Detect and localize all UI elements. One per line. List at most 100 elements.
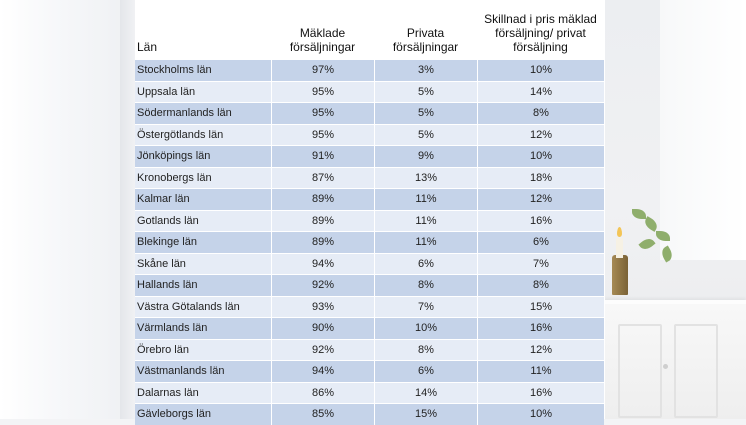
header-skillnad: Skillnad i pris mäklad försäljning/ priv… xyxy=(477,0,604,59)
cell-maklade: 86% xyxy=(271,381,374,403)
cabinet-knob xyxy=(663,364,668,369)
cell-maklade: 89% xyxy=(271,188,374,210)
cell-maklade: 95% xyxy=(271,102,374,124)
cell-lan: Stockholms län xyxy=(135,59,271,81)
cell-privata: 13% xyxy=(374,166,477,188)
background-window xyxy=(660,0,746,260)
header-lan: Län xyxy=(135,0,271,59)
cell-skillnad: 12% xyxy=(477,338,604,360)
cell-maklade: 92% xyxy=(271,274,374,296)
header-maklade: Mäklade försäljningar xyxy=(271,0,374,59)
cell-lan: Gävleborgs län xyxy=(135,403,271,425)
cell-privata: 8% xyxy=(374,338,477,360)
background-wall-left xyxy=(0,0,135,419)
cell-maklade: 87% xyxy=(271,166,374,188)
cell-privata: 5% xyxy=(374,123,477,145)
cell-privata: 3% xyxy=(374,59,477,81)
table-body: Stockholms län 97% 3% 10% Uppsala län 95% 5% 14… xyxy=(135,59,604,425)
cell-skillnad: 16% xyxy=(477,209,604,231)
cabinet-door-left xyxy=(618,324,662,418)
cell-skillnad: 16% xyxy=(477,381,604,403)
cell-lan: Östergötlands län xyxy=(135,123,271,145)
candle xyxy=(616,238,623,258)
cell-maklade: 92% xyxy=(271,338,374,360)
cell-lan: Uppsala län xyxy=(135,80,271,102)
cell-skillnad: 18% xyxy=(477,166,604,188)
cell-maklade: 94% xyxy=(271,360,374,382)
cell-skillnad: 7% xyxy=(477,252,604,274)
table-row: Värmlands län 90% 10% 16% xyxy=(135,317,604,339)
cell-skillnad: 8% xyxy=(477,274,604,296)
table-row: Kalmar län 89% 11% 12% xyxy=(135,188,604,210)
cell-privata: 5% xyxy=(374,102,477,124)
cell-lan: Dalarnas län xyxy=(135,381,271,403)
table-row: Kronobergs län 87% 13% 18% xyxy=(135,166,604,188)
cell-maklade: 95% xyxy=(271,80,374,102)
table-row: Södermanlands län 95% 5% 8% xyxy=(135,102,604,124)
cell-lan: Hallands län xyxy=(135,274,271,296)
cell-skillnad: 12% xyxy=(477,123,604,145)
table-row: Hallands län 92% 8% 8% xyxy=(135,274,604,296)
cell-privata: 15% xyxy=(374,403,477,425)
cell-lan: Kronobergs län xyxy=(135,166,271,188)
table-row: Blekinge län 89% 11% 6% xyxy=(135,231,604,253)
cell-maklade: 89% xyxy=(271,209,374,231)
cell-privata: 10% xyxy=(374,317,477,339)
cell-skillnad: 15% xyxy=(477,295,604,317)
cell-lan: Örebro län xyxy=(135,338,271,360)
background-cabinet xyxy=(604,300,746,419)
cell-lan: Jönköpings län xyxy=(135,145,271,167)
cell-skillnad: 10% xyxy=(477,403,604,425)
table-row: Örebro län 92% 8% 12% xyxy=(135,338,604,360)
cell-privata: 8% xyxy=(374,274,477,296)
cell-maklade: 85% xyxy=(271,403,374,425)
table-row: Gävleborgs län 85% 15% 10% xyxy=(135,403,604,425)
cell-privata: 6% xyxy=(374,252,477,274)
cell-lan: Västra Götalands län xyxy=(135,295,271,317)
cell-lan: Blekinge län xyxy=(135,231,271,253)
table-row: Östergötlands län 95% 5% 12% xyxy=(135,123,604,145)
cell-skillnad: 11% xyxy=(477,360,604,382)
candle-flame xyxy=(617,227,622,237)
cell-lan: Västmanlands län xyxy=(135,360,271,382)
cell-maklade: 91% xyxy=(271,145,374,167)
cell-skillnad: 8% xyxy=(477,102,604,124)
cell-maklade: 90% xyxy=(271,317,374,339)
table-row: Västra Götalands län 93% 7% 15% xyxy=(135,295,604,317)
cell-privata: 11% xyxy=(374,209,477,231)
cabinet-door-right xyxy=(674,324,718,418)
cell-privata: 11% xyxy=(374,188,477,210)
sales-table-card: Län Mäklade försäljningar Privata försäl… xyxy=(135,0,605,425)
cell-skillnad: 6% xyxy=(477,231,604,253)
table-row: Skåne län 94% 6% 7% xyxy=(135,252,604,274)
cell-skillnad: 16% xyxy=(477,317,604,339)
cell-lan: Värmlands län xyxy=(135,317,271,339)
table-row: Dalarnas län 86% 14% 16% xyxy=(135,381,604,403)
cell-lan: Södermanlands län xyxy=(135,102,271,124)
sales-by-county-table: Län Mäklade försäljningar Privata försäl… xyxy=(135,0,604,425)
cell-maklade: 93% xyxy=(271,295,374,317)
cell-maklade: 94% xyxy=(271,252,374,274)
cell-skillnad: 10% xyxy=(477,145,604,167)
cell-privata: 14% xyxy=(374,381,477,403)
cell-privata: 9% xyxy=(374,145,477,167)
cell-lan: Kalmar län xyxy=(135,188,271,210)
cell-skillnad: 14% xyxy=(477,80,604,102)
plant-decoration xyxy=(630,205,676,265)
cell-lan: Skåne län xyxy=(135,252,271,274)
cell-privata: 5% xyxy=(374,80,477,102)
table-row: Västmanlands län 94% 6% 11% xyxy=(135,360,604,382)
cell-privata: 7% xyxy=(374,295,477,317)
cell-maklade: 97% xyxy=(271,59,374,81)
candlestick xyxy=(612,255,628,295)
table-row: Jönköpings län 91% 9% 10% xyxy=(135,145,604,167)
table-row: Uppsala län 95% 5% 14% xyxy=(135,80,604,102)
cell-skillnad: 10% xyxy=(477,59,604,81)
cell-maklade: 89% xyxy=(271,231,374,253)
cell-privata: 11% xyxy=(374,231,477,253)
cell-lan: Gotlands län xyxy=(135,209,271,231)
table-row: Stockholms län 97% 3% 10% xyxy=(135,59,604,81)
table-header-row: Län Mäklade försäljningar Privata försäl… xyxy=(135,0,604,59)
cell-privata: 6% xyxy=(374,360,477,382)
